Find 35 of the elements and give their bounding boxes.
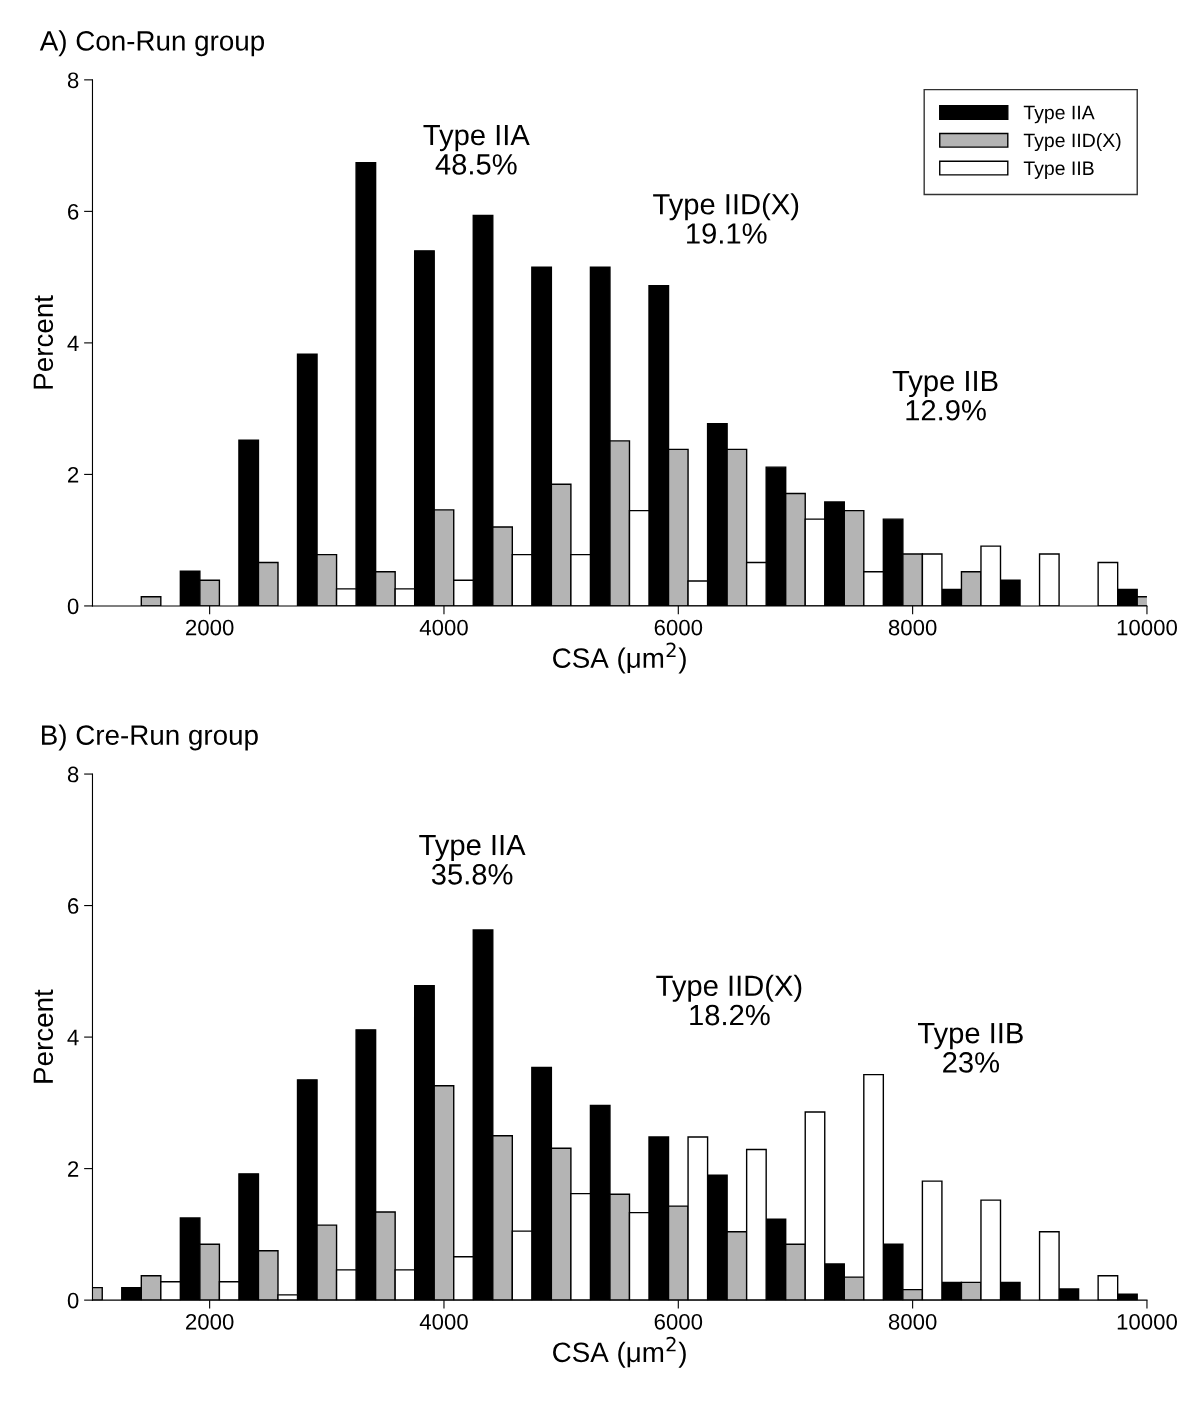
x-tick-label: 4000	[419, 619, 468, 636]
y-tick-label: 0	[67, 598, 79, 615]
x-axis-title: CSA (μm$^{2}$)	[553, 1336, 686, 1368]
legend-label: Type IIA	[1023, 105, 1095, 124]
x-tick-label: 10000	[1117, 619, 1177, 636]
annotation: Type IIA 35.8%	[419, 835, 526, 885]
y-axis-title: Percent	[33, 295, 54, 389]
legend-label: Type IIB	[1023, 161, 1094, 179]
x-tick-label: 4000	[419, 1313, 468, 1330]
x-axis-title: CSA (μm$^{2}$)	[553, 642, 686, 674]
y-tick-label: 2	[68, 1161, 79, 1177]
y-tick-label: 4	[67, 1029, 79, 1046]
y-tick-label: 8	[67, 72, 79, 89]
y-tick-label: 0	[67, 1292, 79, 1309]
x-tick-label: 2000	[186, 1313, 234, 1330]
y-tick-label: 4	[67, 335, 79, 351]
y-tick-label: 6	[68, 203, 79, 220]
x-tick-label: 8000	[888, 619, 937, 636]
annotation: Type IIB 23%	[918, 1023, 1023, 1073]
x-tick-label: 8000	[888, 1313, 937, 1330]
y-tick-label: 2	[68, 466, 79, 483]
annotation: Type IIA 48.5%	[423, 125, 530, 175]
y-tick-label: 6	[68, 898, 79, 914]
x-tick-label: 6000	[654, 1313, 703, 1330]
annotation: Type IID(X) 18.2%	[656, 974, 802, 1026]
annotation: Type IID(X) 19.1%	[653, 193, 799, 244]
y-tick-label: 8	[67, 766, 79, 783]
x-tick-label: 6000	[654, 619, 703, 636]
chart-title: B) Cre-Run group	[42, 724, 258, 751]
chart-title: A) Con-Run group	[39, 30, 265, 57]
y-axis-title: Percent	[33, 989, 54, 1083]
x-tick-label: 10000	[1117, 1313, 1177, 1330]
x-tick-label: 2000	[186, 619, 234, 636]
legend-label: Type IID(X)	[1023, 132, 1121, 152]
annotation: Type IIB 12.9%	[892, 370, 998, 421]
